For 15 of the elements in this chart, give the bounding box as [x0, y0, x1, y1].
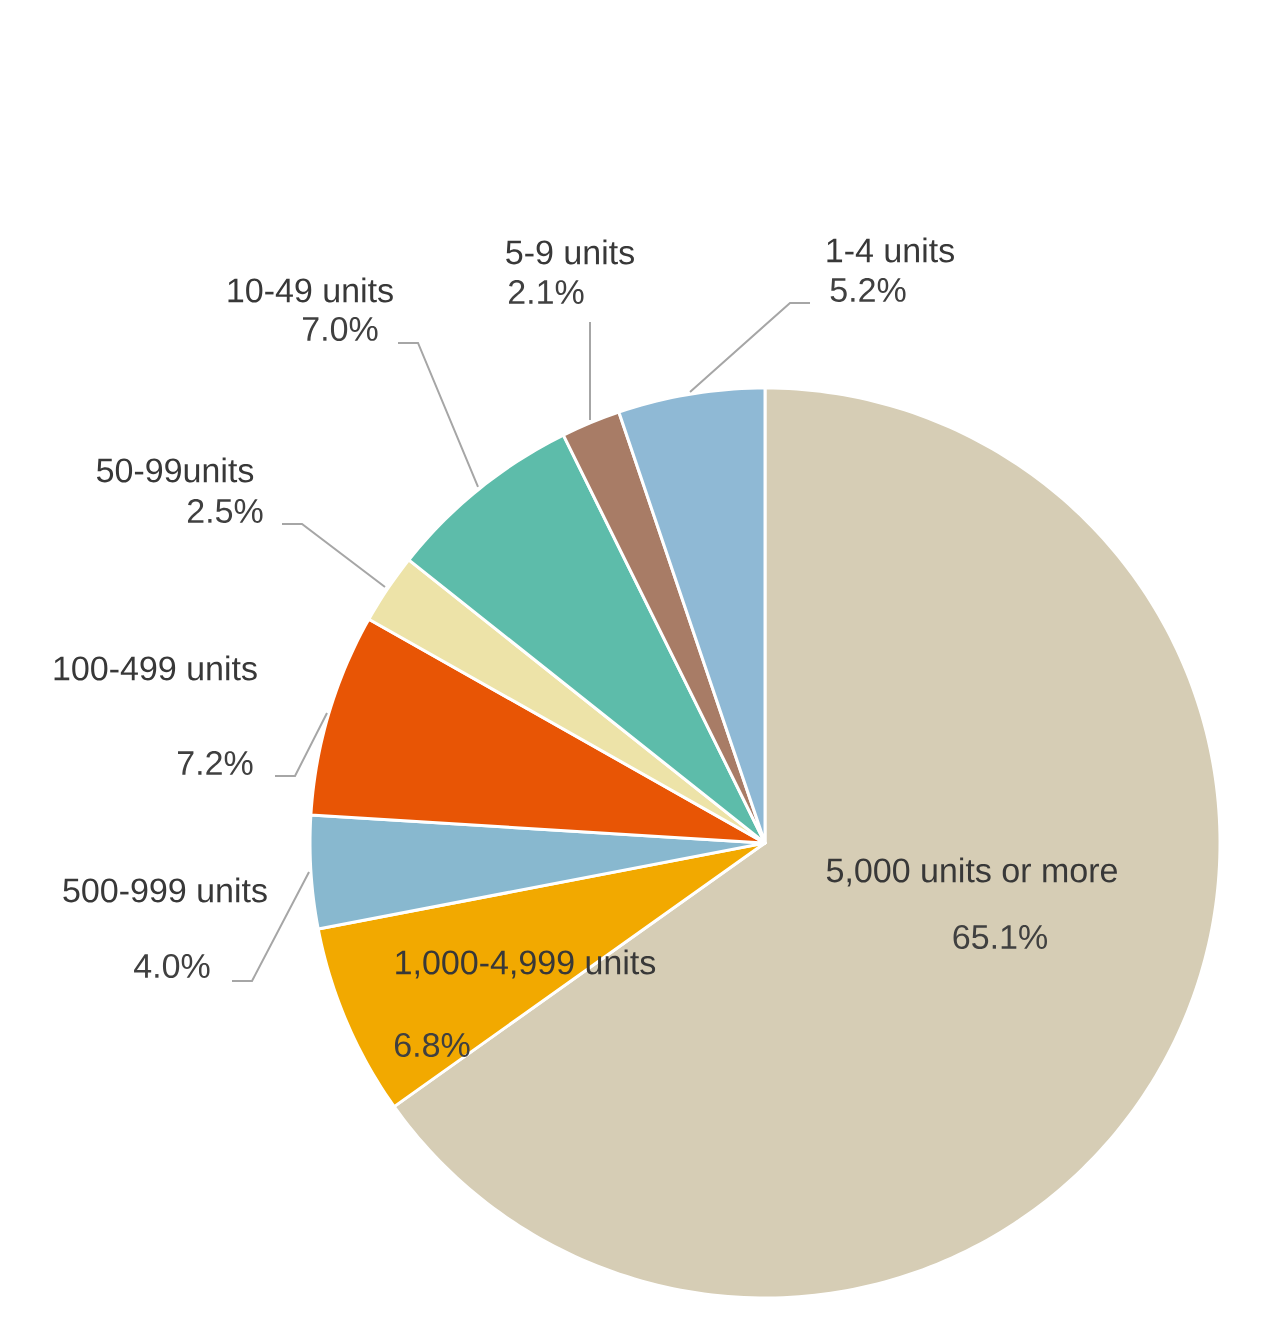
data-label: 2.5% [187, 498, 263, 524]
data-label: 5.2% [830, 277, 906, 303]
slice-label: 5,000 units or more [826, 857, 1117, 887]
slice-label: 500-999 units [63, 877, 267, 903]
slice-label: 100-499 units [54, 655, 257, 681]
slice-label: 10-49 units [228, 277, 393, 303]
slice-label: 5-9 units [506, 239, 634, 265]
slice-label: 1-4 units [827, 237, 954, 263]
data-label: 4.0% [134, 953, 210, 979]
data-label: 2.1% [508, 280, 584, 304]
slice-label: 50-99units [96, 457, 254, 483]
data-label: 7.2% [178, 751, 253, 775]
data-label: 7.0% [303, 316, 378, 342]
data-label: 6.8% [394, 1032, 470, 1058]
data-label: 65.1% [953, 924, 1047, 950]
